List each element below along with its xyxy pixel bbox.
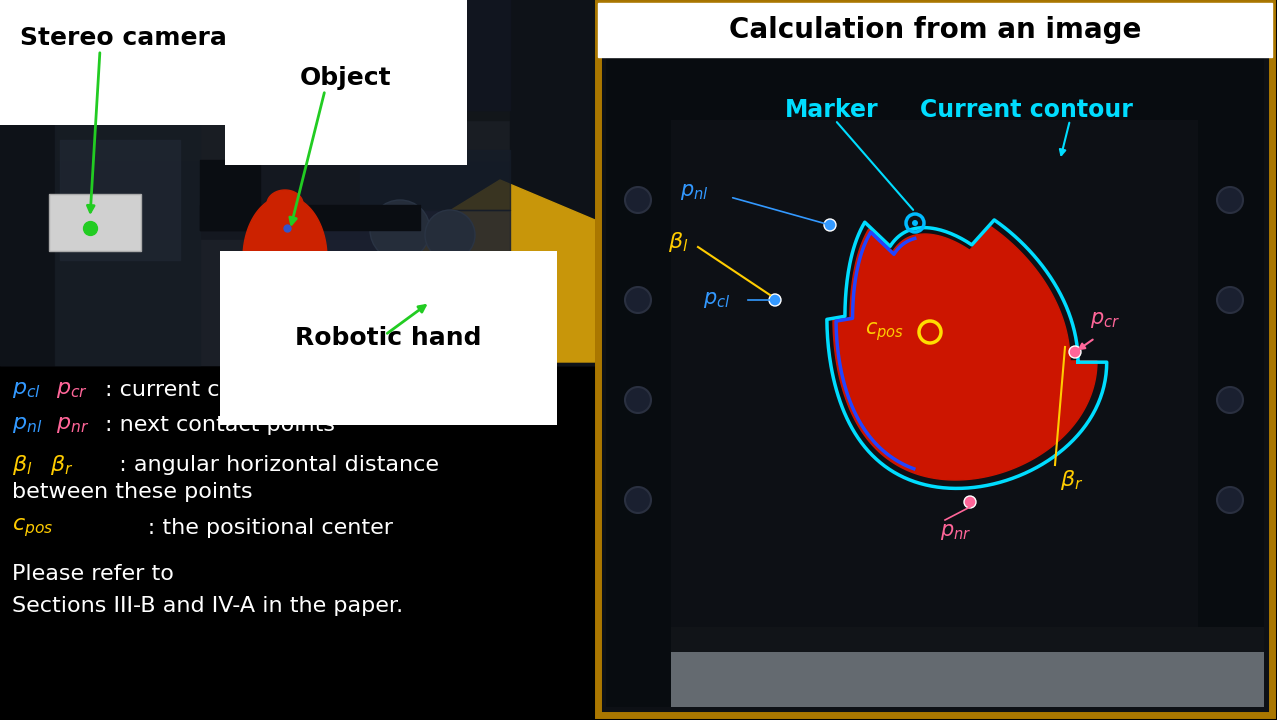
Text: $\beta_l$: $\beta_l$ — [11, 453, 32, 477]
Circle shape — [1217, 287, 1243, 313]
Polygon shape — [833, 227, 1097, 480]
Text: $c_{pos}$: $c_{pos}$ — [11, 517, 54, 539]
Text: $p_{cl}$: $p_{cl}$ — [704, 290, 730, 310]
Circle shape — [912, 220, 918, 226]
Text: Please refer to
Sections III-B and IV-A in the paper.: Please refer to Sections III-B and IV-A … — [11, 564, 404, 616]
Text: $\beta_r$: $\beta_r$ — [1060, 468, 1083, 492]
Text: $\beta_l$: $\beta_l$ — [668, 230, 688, 254]
FancyBboxPatch shape — [598, 3, 1272, 57]
Text: : the positional center: : the positional center — [105, 518, 393, 538]
FancyBboxPatch shape — [0, 0, 590, 365]
Text: $\beta_r$: $\beta_r$ — [50, 453, 73, 477]
Circle shape — [769, 294, 782, 306]
Circle shape — [425, 210, 475, 260]
Circle shape — [624, 387, 651, 413]
Text: Stereo camera: Stereo camera — [20, 26, 227, 50]
Text: Object: Object — [300, 66, 392, 90]
Polygon shape — [243, 196, 327, 320]
Text: Calculation from an image: Calculation from an image — [729, 16, 1142, 44]
Text: $p_{nr}$: $p_{nr}$ — [56, 415, 89, 435]
Circle shape — [964, 496, 976, 508]
Text: $p_{cl}$: $p_{cl}$ — [11, 380, 41, 400]
Text: $c_{pos}$: $c_{pos}$ — [865, 320, 904, 343]
Polygon shape — [267, 190, 303, 218]
Polygon shape — [370, 180, 595, 362]
Circle shape — [1217, 387, 1243, 413]
Text: Robotic hand: Robotic hand — [295, 326, 481, 350]
FancyBboxPatch shape — [670, 652, 1264, 707]
Circle shape — [1217, 187, 1243, 213]
Circle shape — [624, 487, 651, 513]
FancyBboxPatch shape — [670, 57, 1264, 120]
Text: : angular horizontal distance: : angular horizontal distance — [105, 455, 439, 475]
FancyBboxPatch shape — [598, 3, 1272, 715]
Text: : next contact points: : next contact points — [105, 415, 335, 435]
Text: $p_{nl}$: $p_{nl}$ — [11, 415, 42, 435]
FancyBboxPatch shape — [607, 57, 1264, 707]
Text: Marker: Marker — [785, 98, 879, 122]
Text: between these points: between these points — [11, 482, 253, 502]
Text: $p_{nl}$: $p_{nl}$ — [679, 182, 709, 202]
FancyBboxPatch shape — [49, 194, 140, 251]
FancyBboxPatch shape — [1198, 57, 1264, 707]
Circle shape — [1069, 346, 1082, 358]
Circle shape — [824, 219, 836, 231]
Text: $p_{cr}$: $p_{cr}$ — [56, 380, 88, 400]
Circle shape — [370, 200, 430, 260]
Circle shape — [624, 287, 651, 313]
Circle shape — [624, 187, 651, 213]
Circle shape — [450, 270, 490, 310]
Text: Current contour: Current contour — [919, 98, 1133, 122]
Text: $p_{nr}$: $p_{nr}$ — [940, 522, 972, 542]
Text: $p_{cr}$: $p_{cr}$ — [1091, 310, 1120, 330]
Circle shape — [1217, 487, 1243, 513]
FancyBboxPatch shape — [670, 627, 1264, 707]
Text: : current contact points: : current contact points — [105, 380, 366, 400]
FancyBboxPatch shape — [607, 57, 670, 707]
